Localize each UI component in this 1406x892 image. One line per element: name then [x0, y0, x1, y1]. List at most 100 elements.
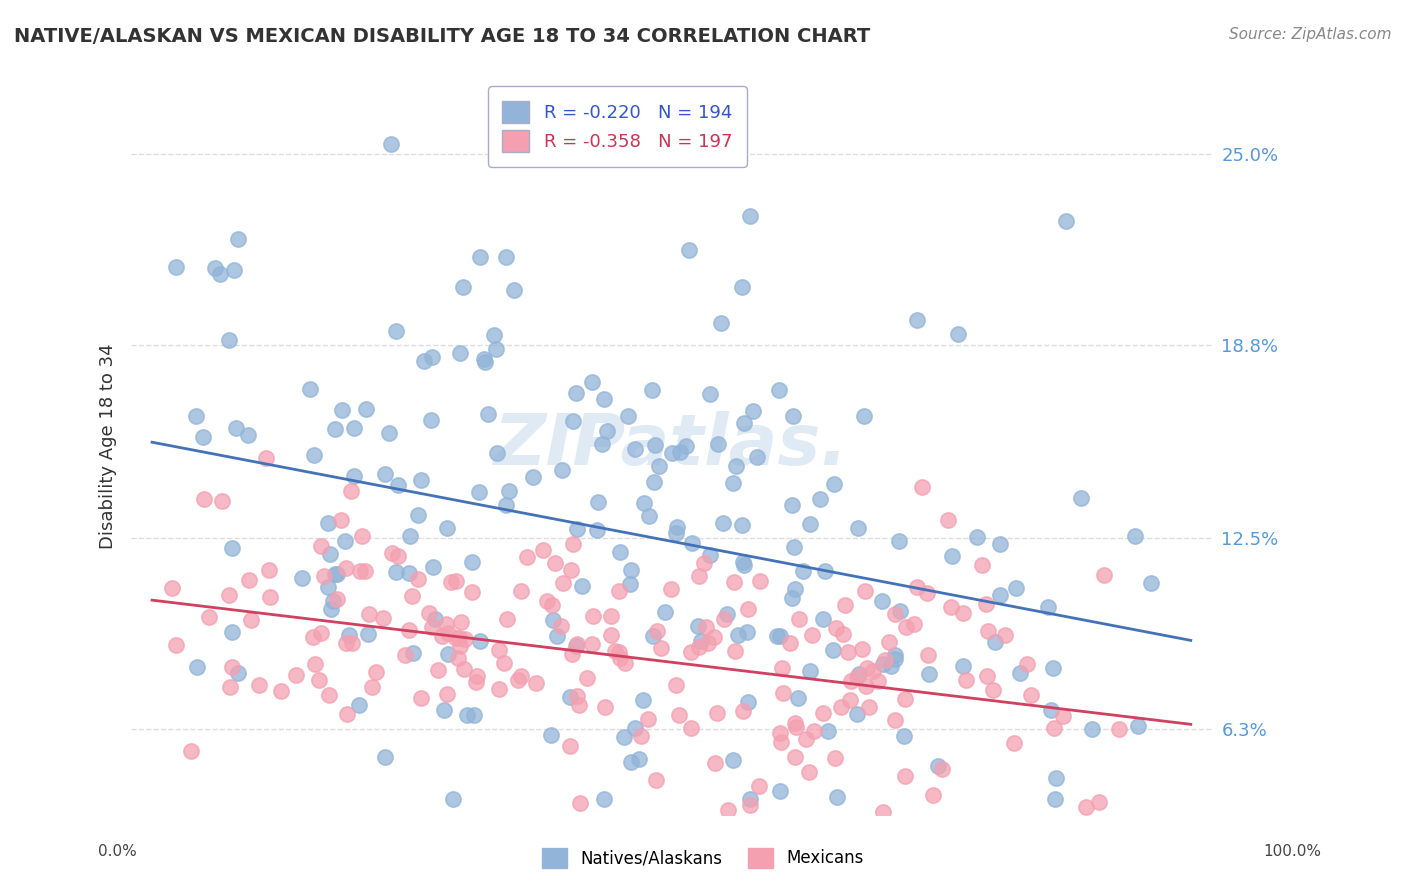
Point [647, 459, 669, 474]
Point [917, 648, 939, 662]
Point [848, 521, 870, 535]
Point [451, 280, 474, 294]
Point [357, 607, 380, 621]
Legend: Natives/Alaskans, Mexicans: Natives/Alaskans, Mexicans [536, 841, 870, 875]
Point [868, 673, 890, 688]
Point [799, 664, 821, 678]
Point [785, 720, 807, 734]
Point [782, 591, 804, 605]
Point [983, 635, 1005, 649]
Point [855, 661, 877, 675]
Point [659, 582, 682, 597]
Point [654, 605, 676, 619]
Point [436, 687, 458, 701]
Point [717, 803, 740, 817]
Point [454, 632, 477, 646]
Point [922, 789, 945, 803]
Point [531, 543, 554, 558]
Point [322, 594, 344, 608]
Point [772, 686, 794, 700]
Point [470, 633, 492, 648]
Point [972, 558, 994, 573]
Point [834, 598, 856, 612]
Point [565, 386, 588, 401]
Point [792, 564, 814, 578]
Point [609, 544, 631, 558]
Point [952, 606, 974, 620]
Point [830, 700, 852, 714]
Point [381, 546, 404, 560]
Point [353, 565, 375, 579]
Point [385, 565, 408, 579]
Point [450, 615, 472, 629]
Point [1043, 721, 1066, 735]
Point [733, 417, 755, 431]
Point [704, 756, 727, 771]
Point [582, 608, 605, 623]
Point [561, 647, 583, 661]
Point [905, 580, 928, 594]
Point [825, 789, 848, 804]
Point [1008, 665, 1031, 680]
Point [409, 691, 432, 706]
Point [711, 516, 734, 530]
Point [540, 728, 562, 742]
Point [1140, 576, 1163, 591]
Point [661, 446, 683, 460]
Point [551, 576, 574, 591]
Point [337, 628, 360, 642]
Point [675, 439, 697, 453]
Point [845, 706, 868, 721]
Point [449, 345, 471, 359]
Point [606, 821, 628, 835]
Point [893, 729, 915, 743]
Point [447, 650, 470, 665]
Point [312, 568, 335, 582]
Legend: R = -0.220   N = 194, R = -0.358   N = 197: R = -0.220 N = 194, R = -0.358 N = 197 [488, 87, 747, 167]
Point [783, 749, 806, 764]
Point [257, 563, 280, 577]
Point [879, 659, 901, 673]
Point [433, 703, 456, 717]
Point [614, 656, 637, 670]
Point [703, 630, 725, 644]
Point [335, 636, 357, 650]
Point [946, 326, 969, 341]
Point [974, 597, 997, 611]
Point [1070, 491, 1092, 505]
Point [461, 584, 484, 599]
Point [695, 620, 717, 634]
Point [1042, 660, 1064, 674]
Point [733, 558, 755, 573]
Point [831, 626, 853, 640]
Point [456, 708, 478, 723]
Point [981, 682, 1004, 697]
Point [226, 666, 249, 681]
Point [191, 430, 214, 444]
Point [593, 822, 616, 837]
Point [160, 581, 183, 595]
Point [1043, 792, 1066, 806]
Point [1080, 722, 1102, 736]
Point [503, 283, 526, 297]
Point [225, 421, 247, 435]
Point [740, 792, 762, 806]
Point [917, 586, 939, 600]
Point [623, 442, 645, 457]
Point [681, 536, 703, 550]
Point [681, 721, 703, 735]
Point [1015, 657, 1038, 672]
Point [641, 629, 664, 643]
Point [619, 577, 641, 591]
Point [581, 375, 603, 389]
Point [567, 689, 589, 703]
Point [197, 610, 219, 624]
Point [994, 627, 1017, 641]
Point [488, 643, 510, 657]
Point [600, 627, 623, 641]
Point [420, 620, 443, 634]
Point [219, 681, 242, 695]
Point [931, 762, 953, 776]
Point [839, 693, 862, 707]
Point [853, 409, 876, 423]
